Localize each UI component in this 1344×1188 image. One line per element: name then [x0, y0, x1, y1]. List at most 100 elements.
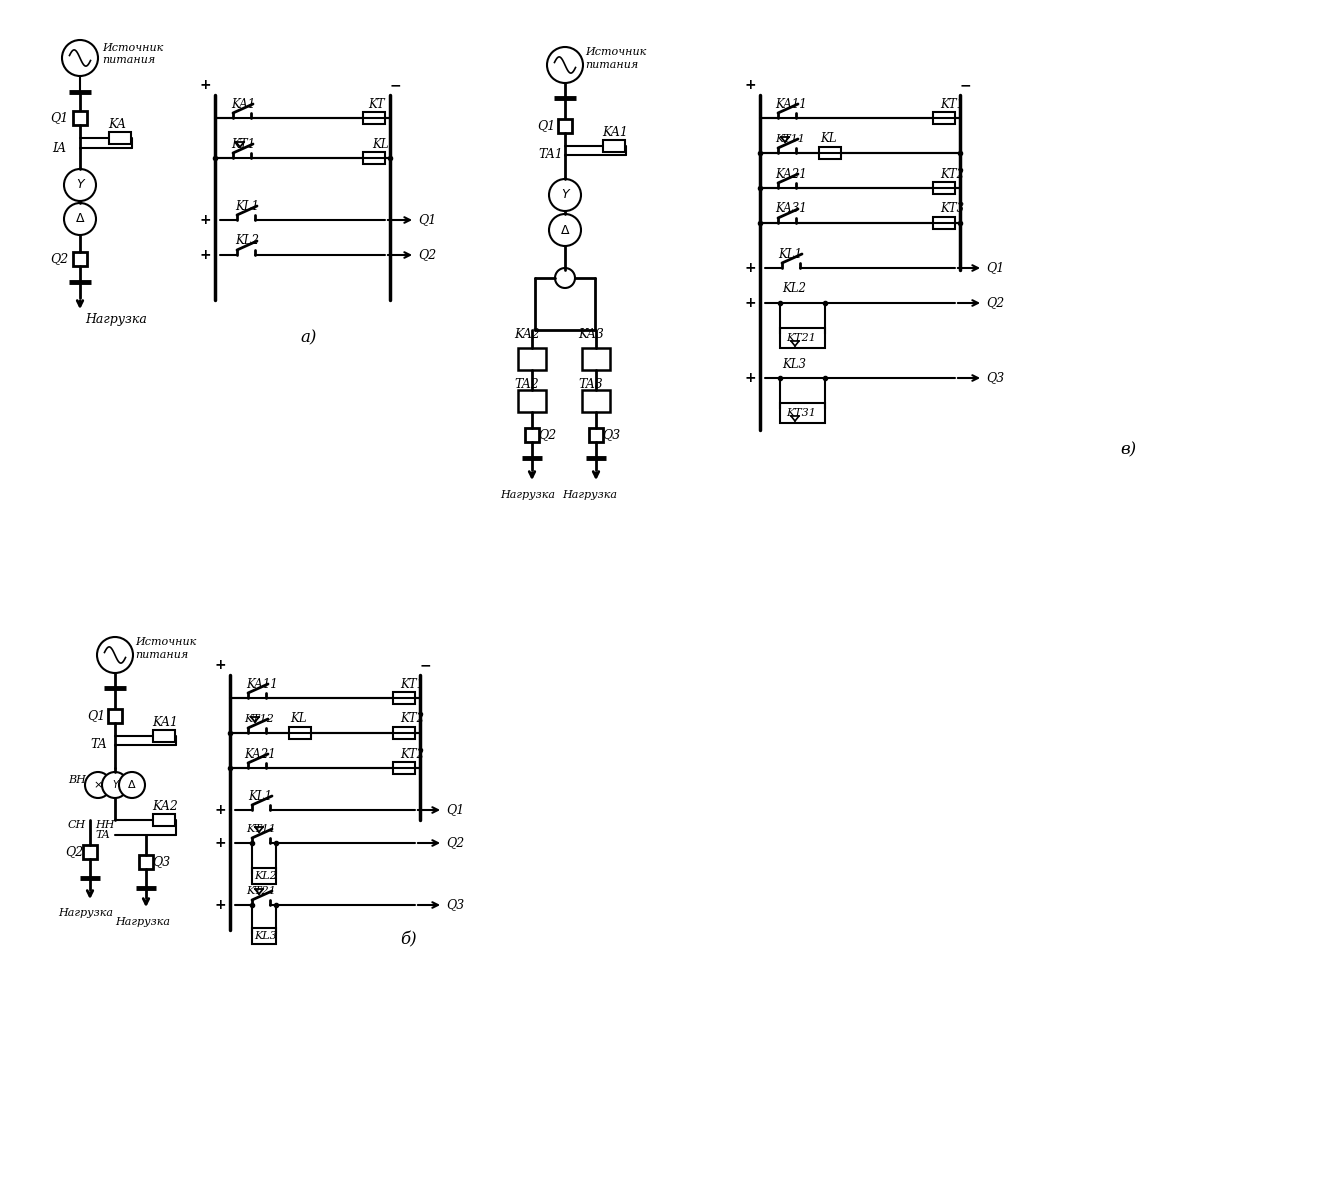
- Text: KA2: KA2: [513, 328, 540, 341]
- Text: Нагрузка: Нагрузка: [58, 908, 113, 918]
- Text: TA: TA: [95, 830, 110, 840]
- Text: Q3: Q3: [446, 898, 464, 911]
- Bar: [253, 868, 276, 884]
- Circle shape: [62, 40, 98, 76]
- Text: Нагрузка: Нагрузка: [116, 917, 169, 927]
- Bar: [109, 132, 130, 144]
- Text: Q2: Q2: [538, 429, 556, 442]
- Text: KT2: KT2: [401, 747, 425, 760]
- Text: HH: HH: [95, 820, 114, 830]
- Text: KL3: KL3: [782, 358, 806, 371]
- Bar: [289, 727, 310, 739]
- Text: +: +: [745, 261, 755, 274]
- Bar: [138, 855, 153, 868]
- Text: −: −: [960, 78, 970, 91]
- Text: KL: KL: [372, 138, 388, 151]
- Text: KL1: KL1: [235, 200, 259, 213]
- Bar: [589, 428, 603, 442]
- Text: KL2: KL2: [235, 234, 259, 247]
- Text: KL1: KL1: [249, 790, 271, 803]
- Circle shape: [102, 772, 128, 798]
- Bar: [83, 845, 97, 859]
- Text: KT1: KT1: [401, 677, 425, 690]
- Text: б): б): [401, 931, 417, 948]
- Text: Q2: Q2: [446, 836, 464, 849]
- Text: +: +: [745, 371, 755, 385]
- Text: Нагрузка: Нагрузка: [500, 489, 555, 500]
- Circle shape: [65, 169, 95, 201]
- Text: KT12: KT12: [245, 714, 274, 723]
- Text: Q3: Q3: [602, 429, 620, 442]
- Bar: [933, 182, 956, 194]
- Text: KT: KT: [368, 97, 384, 110]
- Text: +: +: [214, 836, 226, 849]
- Text: KL2: KL2: [254, 871, 277, 881]
- Bar: [558, 119, 573, 133]
- Bar: [153, 814, 175, 826]
- Text: Q3: Q3: [152, 855, 171, 868]
- Text: питания: питания: [134, 650, 188, 661]
- Text: Источник: Источник: [134, 637, 196, 647]
- Text: Q1: Q1: [538, 120, 555, 133]
- Text: Q2: Q2: [418, 248, 437, 261]
- Text: Q1: Q1: [986, 261, 1004, 274]
- Bar: [582, 348, 610, 369]
- Text: KA11: KA11: [246, 677, 278, 690]
- Text: −: −: [390, 78, 401, 91]
- Text: KL: KL: [290, 713, 306, 726]
- Bar: [933, 217, 956, 229]
- Text: KA2: KA2: [152, 801, 177, 814]
- Text: IA: IA: [52, 141, 66, 154]
- Text: Q2: Q2: [50, 253, 69, 265]
- Text: Δ: Δ: [75, 213, 85, 226]
- Text: Q3: Q3: [986, 372, 1004, 385]
- Text: +: +: [199, 213, 211, 227]
- Bar: [253, 928, 276, 944]
- Text: a): a): [300, 329, 316, 347]
- Text: KT2: KT2: [401, 713, 425, 726]
- Text: KA: KA: [108, 119, 126, 132]
- Text: TA2: TA2: [513, 379, 539, 392]
- Circle shape: [120, 772, 145, 798]
- Bar: [780, 328, 825, 348]
- Text: Q1: Q1: [446, 803, 464, 816]
- Bar: [108, 709, 122, 723]
- Bar: [363, 152, 384, 164]
- Circle shape: [85, 772, 112, 798]
- Text: KL: KL: [820, 133, 836, 145]
- Text: CH: CH: [69, 820, 86, 830]
- Circle shape: [548, 214, 581, 246]
- Text: KT21: KT21: [786, 333, 816, 343]
- Text: Q2: Q2: [65, 846, 83, 859]
- Text: KA31: KA31: [775, 202, 806, 215]
- Text: KA1: KA1: [152, 716, 177, 729]
- Bar: [517, 348, 546, 369]
- Text: KT3: KT3: [939, 202, 964, 215]
- Bar: [780, 403, 825, 423]
- Text: KL3: KL3: [254, 931, 277, 941]
- Bar: [73, 110, 87, 125]
- Text: KT31: KT31: [786, 407, 816, 418]
- Text: +: +: [214, 898, 226, 912]
- Bar: [363, 112, 384, 124]
- Bar: [392, 691, 415, 704]
- Text: KL2: KL2: [782, 283, 806, 296]
- Text: +: +: [745, 78, 755, 91]
- Text: KT1: KT1: [231, 138, 255, 151]
- Text: +: +: [199, 78, 211, 91]
- Text: +: +: [214, 803, 226, 817]
- Text: Δ: Δ: [560, 223, 570, 236]
- Text: TA1: TA1: [538, 148, 563, 162]
- Text: Q2: Q2: [986, 297, 1004, 310]
- Text: BH: BH: [69, 775, 86, 785]
- Bar: [517, 390, 546, 412]
- Bar: [392, 762, 415, 775]
- Text: TA: TA: [90, 739, 106, 752]
- Text: KA1: KA1: [231, 97, 255, 110]
- Text: Нагрузка: Нагрузка: [85, 314, 146, 327]
- Text: Q1: Q1: [418, 214, 437, 227]
- Text: KT1: KT1: [939, 97, 964, 110]
- Text: Источник: Источник: [585, 48, 646, 57]
- Text: Y: Y: [77, 178, 83, 191]
- Circle shape: [547, 48, 583, 83]
